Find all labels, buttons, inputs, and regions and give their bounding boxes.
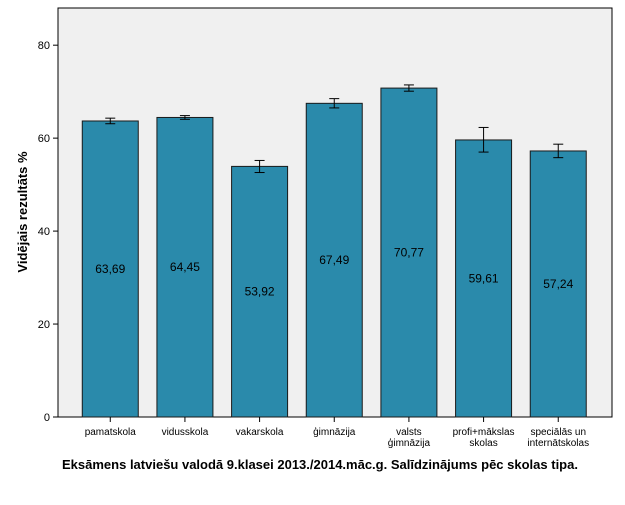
data-label: 57,24 bbox=[543, 277, 573, 291]
x-tick-label: ģimnāzija bbox=[313, 425, 356, 438]
x-axis: pamatskola vidusskola vakarskola ģimnāzija v… bbox=[85, 417, 589, 449]
data-label: 70,77 bbox=[394, 246, 424, 260]
y-tick-label: 0 bbox=[44, 412, 50, 424]
x-tick-label: valsts bbox=[396, 427, 422, 438]
y-tick-label: 80 bbox=[38, 40, 50, 52]
bar bbox=[380, 87, 438, 418]
x-tick-label: skolas bbox=[469, 438, 497, 449]
x-axis-label: Eksāmens latviešu valodā 9.klasei 2013./… bbox=[62, 457, 578, 472]
x-tick-label: speciālās un bbox=[530, 427, 586, 438]
x-tick-label: vakarskola bbox=[236, 427, 284, 438]
x-axis-title: Eksāmens latviešu valodā 9.klasei 2013./… bbox=[20, 457, 620, 472]
data-label: 59,61 bbox=[469, 271, 499, 285]
x-tick-label: pamatskola bbox=[85, 427, 137, 438]
bar bbox=[455, 139, 513, 418]
data-label: 53,92 bbox=[245, 285, 275, 299]
x-tick-label: ģimnāzija bbox=[388, 436, 431, 449]
data-label: 67,49 bbox=[319, 253, 349, 267]
y-axis: 0 20 40 60 80 bbox=[38, 40, 58, 424]
x-tick-label: internātskolas bbox=[527, 438, 589, 449]
y-tick-label: 60 bbox=[38, 133, 50, 145]
y-tick-label: 20 bbox=[38, 319, 50, 331]
y-tick-label: 40 bbox=[38, 226, 50, 238]
bar bbox=[529, 150, 587, 418]
x-tick-label: profi+mākslas bbox=[453, 427, 515, 438]
data-label: 64,45 bbox=[170, 260, 200, 274]
data-label: 63,69 bbox=[95, 262, 125, 276]
bars-layer: 63,69 64,45 53,92 67,49 70,77 59,61 57,24 bbox=[81, 84, 587, 418]
bar bbox=[81, 120, 139, 418]
bar bbox=[305, 102, 363, 418]
x-tick-label: vidusskola bbox=[162, 427, 209, 438]
y-axis-label: Vidējais rezultāts % bbox=[15, 151, 30, 273]
